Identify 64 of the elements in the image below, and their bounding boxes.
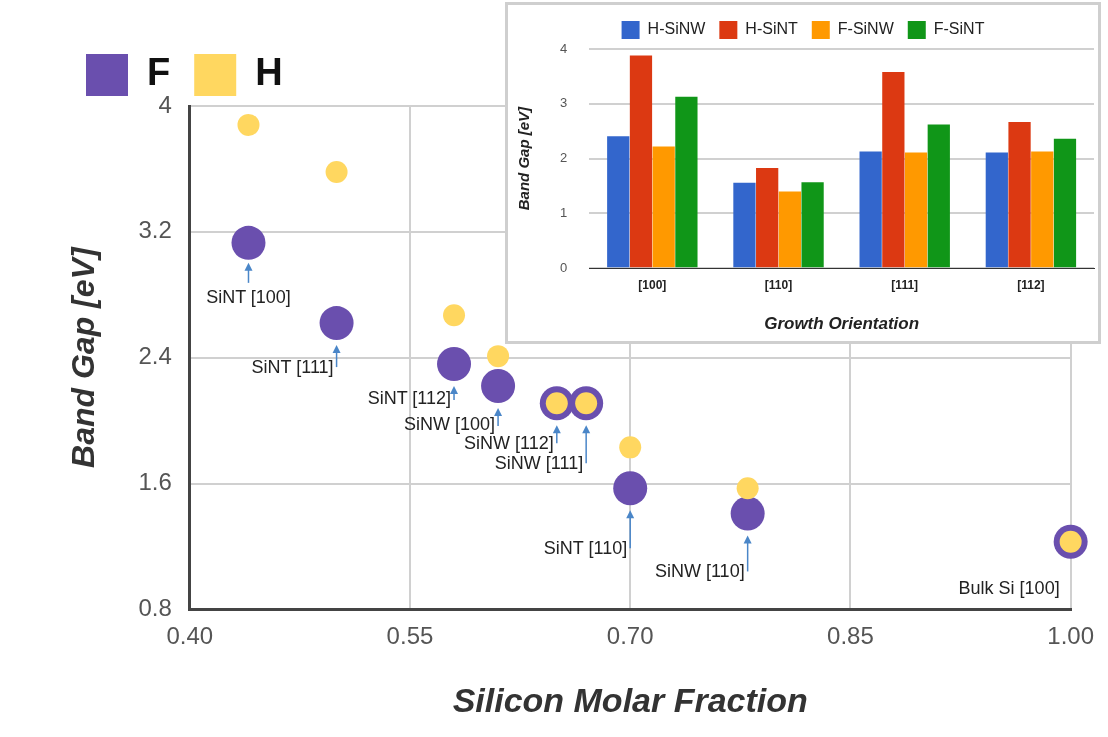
bar	[859, 151, 882, 268]
annotation: SiNW [112]	[464, 433, 554, 454]
legend-label: H-SiNW	[647, 20, 707, 38]
y-tick-label: 0.8	[138, 594, 172, 622]
bar	[904, 152, 928, 268]
annotation: SiNW [111]	[494, 453, 584, 474]
bar	[733, 182, 756, 268]
y-tick-label: 4	[560, 40, 568, 56]
x-tick-label: 0.85	[827, 622, 874, 650]
x-tick-label: 0.55	[386, 622, 434, 650]
point	[319, 306, 354, 341]
point	[736, 477, 759, 500]
x-tick-label: 1.00	[1047, 622, 1094, 650]
bar	[927, 124, 950, 268]
legend-label: H	[255, 51, 283, 94]
bar	[882, 72, 905, 268]
y-tick-label: 0	[560, 259, 568, 275]
point	[613, 471, 648, 506]
bar	[985, 152, 1008, 268]
point	[619, 436, 642, 459]
x-tick-label: [110]	[764, 277, 793, 292]
annotation: SiNT [111]	[251, 357, 334, 378]
annotation: SiNT [100]	[206, 286, 291, 307]
annotation: SiNT [110]	[543, 538, 628, 559]
legend-label: F-SiNW	[837, 20, 895, 38]
point	[481, 369, 516, 404]
x-tick-label: [111]	[891, 277, 919, 292]
y-tick-label: 2.4	[138, 342, 172, 370]
y-axis-title: Band Gap [eV]	[65, 246, 102, 468]
x-tick-label: [112]	[1017, 277, 1045, 292]
y-axis-title: Band Gap [eV]	[515, 105, 533, 211]
legend-label: F-SiNT	[933, 20, 985, 38]
x-axis-title: Growth Orientation	[764, 314, 920, 334]
y-tick-label: 1	[560, 204, 568, 220]
point	[231, 225, 266, 260]
point	[325, 161, 348, 184]
bar	[756, 167, 779, 268]
legend-label: H-SiNT	[745, 20, 799, 38]
x-axis-title: Silicon Molar Fraction	[452, 680, 808, 719]
bar	[1031, 151, 1054, 268]
x-tick-label: [100]	[638, 277, 667, 292]
annotation: SiNT [112]	[367, 387, 452, 408]
annotation: Bulk Si [100]	[958, 577, 1060, 598]
y-tick-label: 2	[560, 150, 568, 166]
annotation: SiNW [110]	[654, 561, 745, 582]
bar	[778, 191, 802, 268]
point	[487, 345, 510, 368]
bar	[675, 96, 698, 268]
point	[730, 496, 765, 531]
annotation: SiNW [100]	[404, 414, 496, 435]
bar	[801, 182, 824, 268]
bar	[607, 136, 630, 268]
bar	[652, 146, 675, 268]
bar	[1053, 138, 1077, 268]
point	[443, 304, 466, 327]
y-tick-label: 1.6	[138, 468, 172, 496]
point	[437, 346, 472, 381]
y-tick-label: 3	[560, 95, 568, 111]
x-tick-label: 0.70	[606, 622, 654, 650]
bar	[1008, 121, 1031, 268]
x-tick-label: 0.40	[166, 622, 214, 650]
point	[237, 113, 260, 136]
y-tick-label: 3.2	[138, 216, 172, 244]
bar	[629, 55, 653, 268]
